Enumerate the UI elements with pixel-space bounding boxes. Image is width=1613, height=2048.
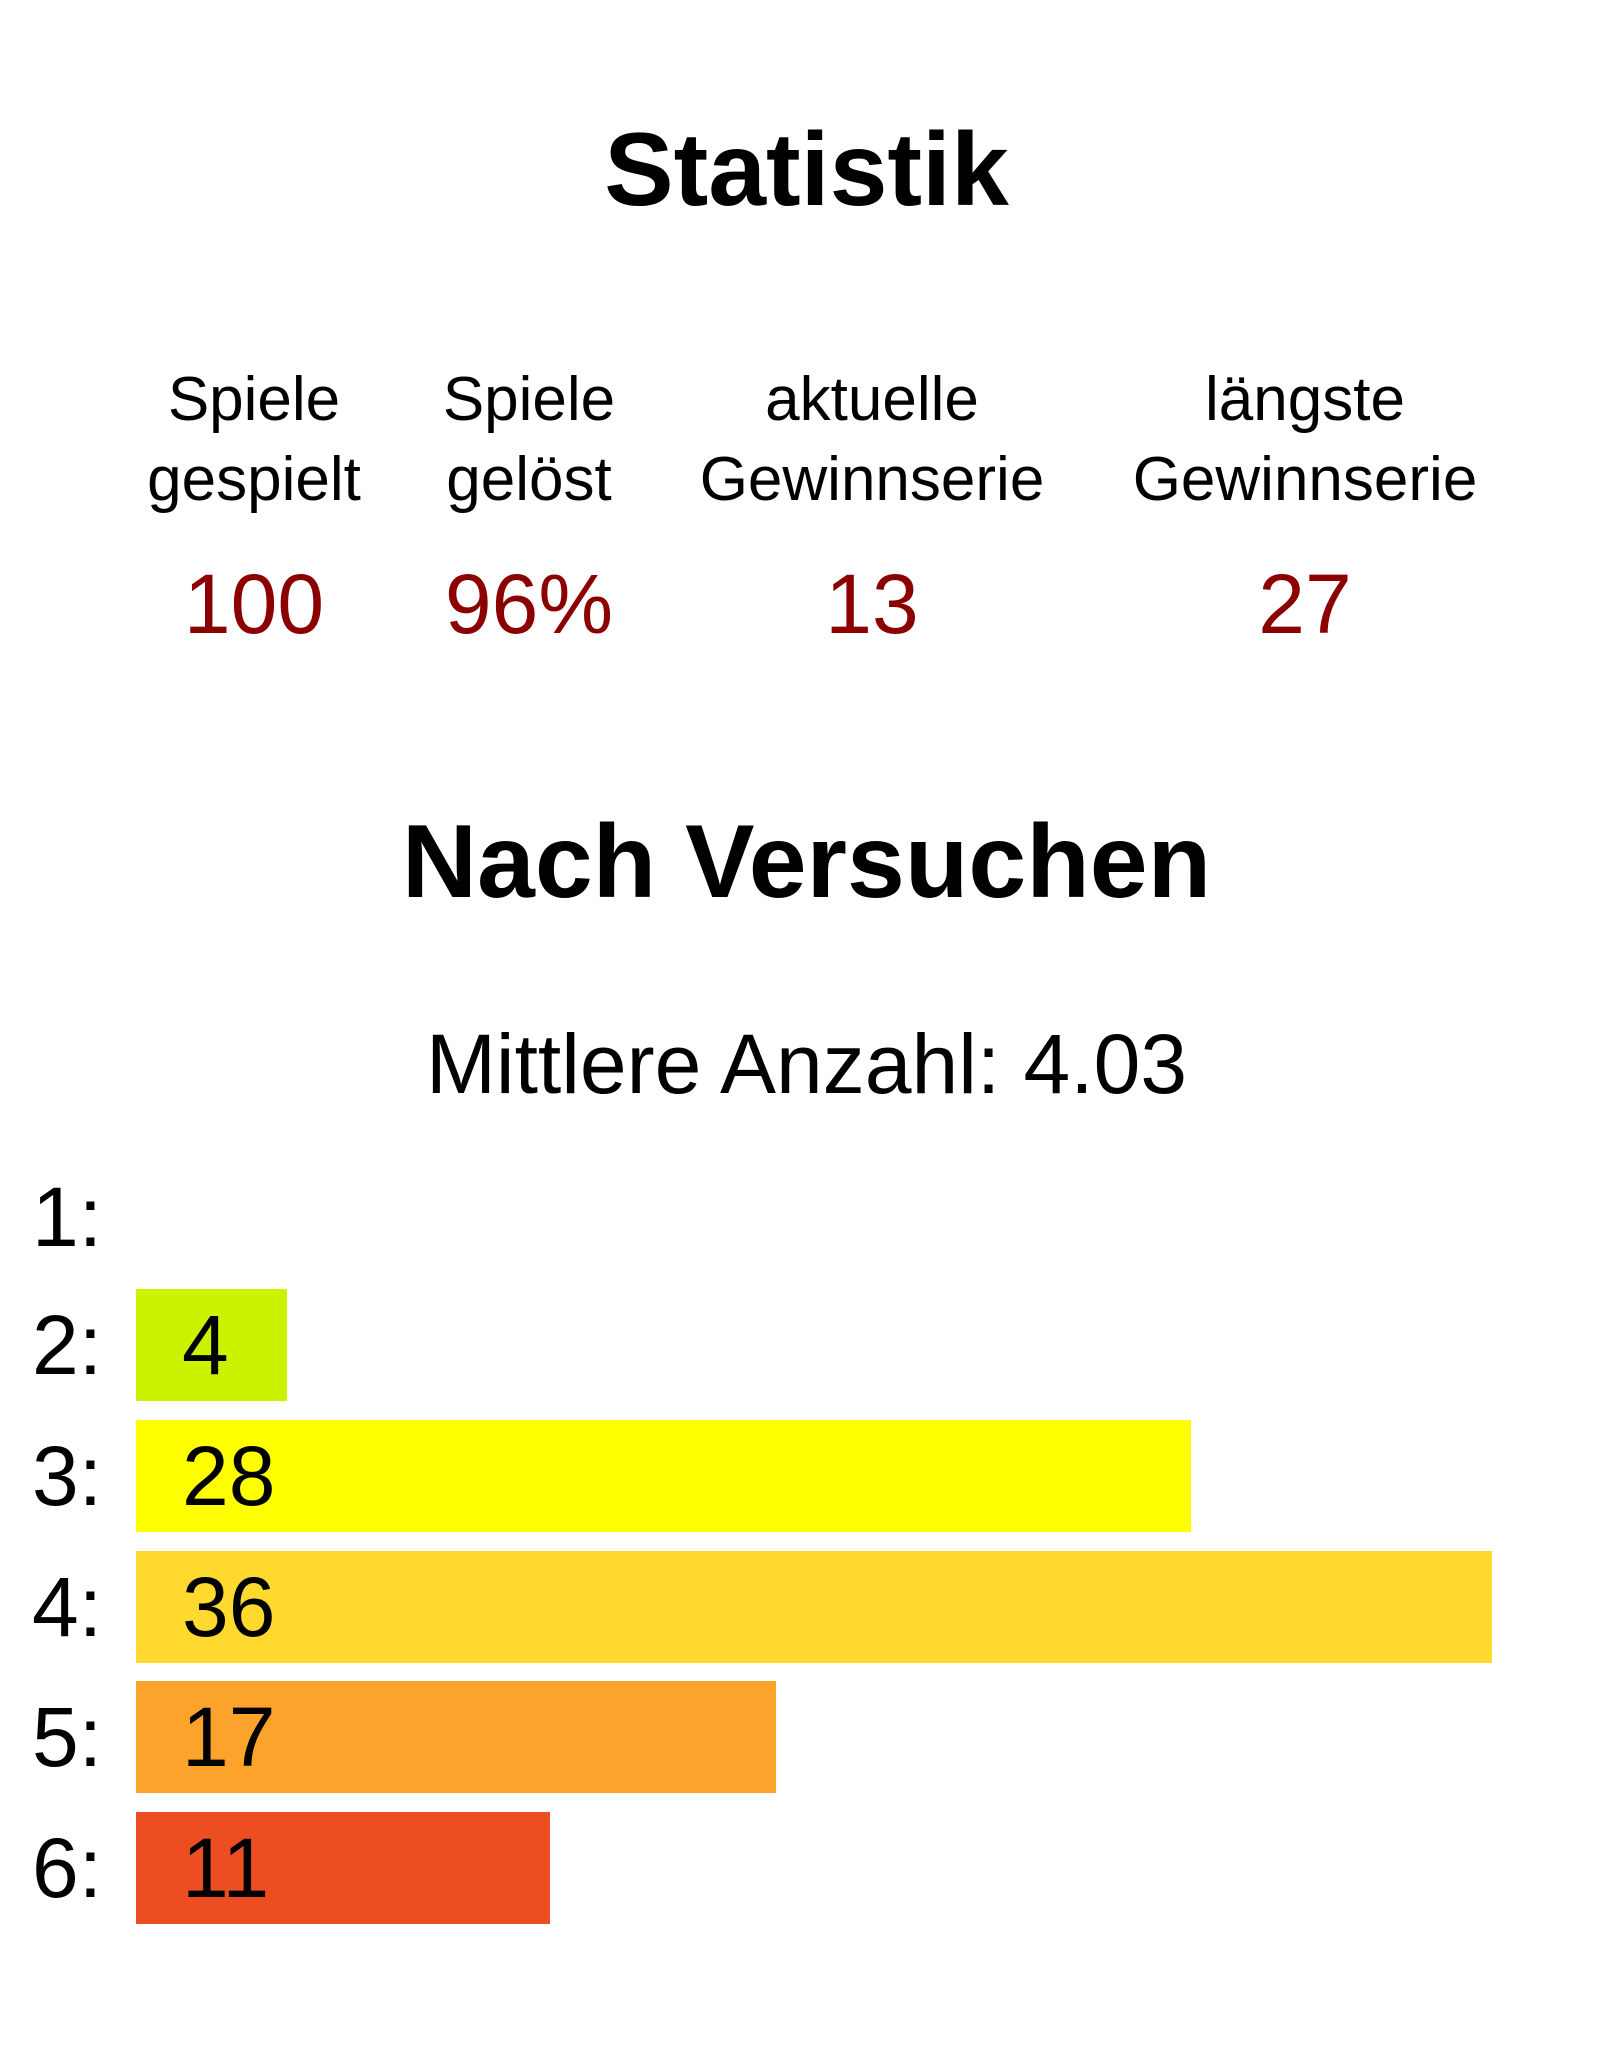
stat-value: 13 — [825, 557, 919, 651]
average-guesses: Mittlere Anzahl: 4.03 — [0, 1022, 1613, 1106]
row-label: 5: — [32, 1690, 103, 1784]
bar-count: 4 — [182, 1298, 229, 1392]
stat-label: aktuelle Gewinnserie — [700, 360, 1045, 520]
row-label: 4: — [32, 1560, 103, 1654]
distribution-row-6: 6: 11 — [0, 1812, 1613, 1924]
stat-games-played: Spiele gespielt 100 — [147, 360, 361, 646]
stat-current-streak: aktuelle Gewinnserie 13 — [700, 360, 1045, 646]
bar-count: 28 — [182, 1429, 276, 1523]
average-value: 4.03 — [1023, 1017, 1188, 1111]
distribution-row-2: 2: 4 — [0, 1289, 1613, 1401]
stat-label-line1: Spiele — [167, 365, 341, 434]
stat-label-line2: Gewinnserie — [699, 445, 1045, 514]
distribution-title: Nach Versuchen — [401, 804, 1212, 920]
stat-longest-streak: längste Gewinnserie 27 — [1133, 360, 1478, 646]
stat-value: 100 — [183, 557, 325, 651]
stat-label: Spiele gespielt — [147, 360, 361, 520]
distribution-row-1: 1: — [0, 1161, 1613, 1273]
distribution-row-5: 5: 17 — [0, 1681, 1613, 1793]
bar-count: 11 — [182, 1821, 270, 1915]
stat-label-line1: aktuelle — [765, 365, 979, 434]
distribution-row-4: 4: 36 — [0, 1551, 1613, 1663]
average-label: Mittlere Anzahl: — [425, 1017, 1001, 1111]
bar-count: 17 — [182, 1690, 276, 1784]
stat-label-line1: Spiele — [442, 365, 616, 434]
stat-label: Spiele gelöst — [443, 360, 615, 520]
distribution-bar: 11 — [136, 1812, 550, 1924]
row-label: 3: — [32, 1429, 103, 1523]
stats-title: Statistik — [604, 112, 1009, 228]
distribution-row-3: 3: 28 — [0, 1420, 1613, 1532]
distribution-bar: 17 — [136, 1681, 776, 1793]
stat-label-line2: gespielt — [147, 445, 361, 514]
stat-label-line2: gelöst — [446, 445, 612, 514]
stat-games-solved: Spiele gelöst 96% — [443, 360, 615, 646]
stat-label: längste Gewinnserie — [1133, 360, 1478, 520]
distribution-bar: 28 — [136, 1420, 1191, 1532]
distribution-bar: 36 — [136, 1551, 1492, 1663]
distribution-bar: 4 — [136, 1289, 287, 1401]
stat-value: 27 — [1258, 557, 1352, 651]
row-label: 6: — [32, 1821, 103, 1915]
row-label: 2: — [32, 1298, 103, 1392]
row-label: 1: — [32, 1170, 103, 1264]
bar-count: 36 — [182, 1560, 276, 1654]
stat-label-line1: längste — [1205, 365, 1405, 434]
stat-label-line2: Gewinnserie — [1132, 445, 1478, 514]
stat-value: 96% — [444, 557, 614, 651]
